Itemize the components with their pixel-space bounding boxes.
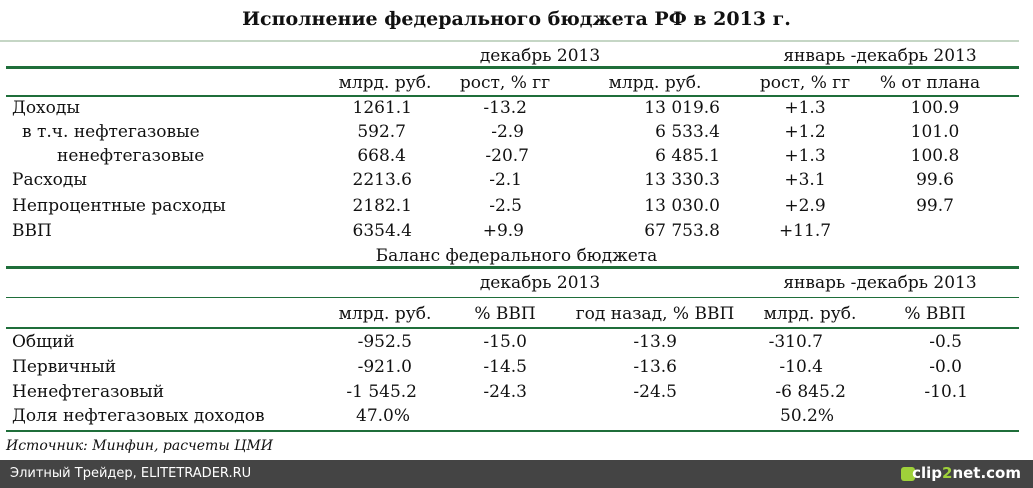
table-cell: 1261.1 [352, 98, 412, 118]
table-cell: +1.3 [784, 98, 826, 118]
source-note: Источник: Минфин, расчеты ЦМИ [6, 438, 273, 454]
table-cell: -310.7 [768, 332, 823, 352]
header-rule [6, 95, 1019, 97]
table-cell: 50.2% [780, 406, 835, 426]
section-title: Баланс федерального бюджета [375, 246, 658, 266]
table-cell: -24.3 [483, 382, 527, 402]
table-cell: -2.9 [491, 122, 524, 142]
table-cell: -0.0 [929, 357, 962, 377]
table-cell: -2.1 [489, 170, 522, 190]
row-label: Общий [12, 332, 75, 352]
col-header: млрд. руб. [608, 73, 702, 93]
table-cell: -921.0 [357, 357, 412, 377]
table-cell: -24.5 [633, 382, 677, 402]
row-label: в т.ч. нефтегазовые [22, 122, 200, 142]
table-cell: 100.9 [910, 98, 960, 118]
header-rule [6, 66, 1019, 69]
col-header: млрд. руб. [338, 304, 432, 324]
table-cell: +11.7 [778, 221, 832, 241]
bottom-rule [6, 430, 1019, 432]
row-label: ненефтегазовые [57, 146, 205, 166]
table-cell: -15.0 [483, 332, 527, 352]
col-header: млрд. руб. [338, 73, 432, 93]
table-cell: +3.1 [784, 170, 826, 190]
group-header-december: декабрь 2013 [479, 46, 601, 66]
table-cell: -13.2 [483, 98, 527, 118]
table-cell: -10.4 [779, 357, 823, 377]
row-label: Доля нефтегазовых доходов [12, 406, 265, 426]
clip2net-logo[interactable]: clip2net.com [912, 464, 1021, 482]
table-cell: +1.2 [784, 122, 826, 142]
group-header-december: декабрь 2013 [479, 273, 601, 293]
table-cell: 13 019.6 [644, 98, 720, 118]
table-cell: 592.7 [357, 122, 406, 142]
table-cell: -0.5 [929, 332, 962, 352]
group-header-jan-dec: январь -декабрь 2013 [783, 46, 977, 66]
table-cell: 2182.1 [352, 196, 412, 216]
table-cell: 47.0% [356, 406, 411, 426]
row-label: Ненефтегазовый [12, 382, 165, 402]
header-rule [6, 297, 1019, 298]
col-header: год назад, % ВВП [575, 304, 735, 324]
footer-bar: Элитный Трейдер, ELITETRADER.RU clip2net… [0, 460, 1033, 488]
table-cell: 99.6 [916, 170, 954, 190]
table-cell: 6 485.1 [655, 146, 720, 166]
section-rule [6, 266, 1019, 269]
table-cell: -13.9 [633, 332, 677, 352]
table-cell: 99.7 [916, 196, 954, 216]
col-header: млрд. руб. [763, 304, 857, 324]
table-cell: -13.6 [633, 357, 677, 377]
col-header: рост, % гг [459, 73, 551, 93]
table-cell: 6354.4 [352, 221, 412, 241]
table-cell: 13 030.0 [644, 196, 720, 216]
footer-label: Элитный Трейдер, ELITETRADER.RU [10, 466, 252, 481]
col-header: % ВВП [474, 304, 536, 324]
table-cell: 6 533.4 [655, 122, 720, 142]
table-cell: 67 753.8 [644, 221, 720, 241]
col-header: % ВВП [904, 304, 966, 324]
table-cell: 668.4 [357, 146, 406, 166]
row-label: Первичный [12, 357, 117, 377]
table-cell: -2.5 [489, 196, 522, 216]
col-header: % от плана [879, 73, 981, 93]
header-rule [6, 327, 1019, 329]
row-label: ВВП [12, 221, 52, 241]
table-cell: +9.9 [482, 221, 524, 241]
clip-icon [901, 467, 915, 481]
row-label: Доходы [12, 98, 80, 118]
table-cell: 2213.6 [352, 170, 412, 190]
title-row [0, 0, 1019, 42]
table-cell: +2.9 [784, 196, 826, 216]
table-cell: -1 545.2 [346, 382, 417, 402]
table-cell: -952.5 [357, 332, 412, 352]
table-cell: 100.8 [910, 146, 960, 166]
row-label: Непроцентные расходы [12, 196, 226, 216]
col-header: рост, % гг [759, 73, 851, 93]
row-label: Расходы [12, 170, 87, 190]
table-cell: 101.0 [910, 122, 960, 142]
table-cell: +1.3 [784, 146, 826, 166]
page-title: Исполнение федерального бюджета РФ в 201… [242, 8, 791, 30]
table-cell: -10.1 [924, 382, 968, 402]
table-cell: -20.7 [485, 146, 529, 166]
table-cell: -14.5 [483, 357, 527, 377]
table-cell: -6 845.2 [775, 382, 846, 402]
group-header-jan-dec: январь -декабрь 2013 [783, 273, 977, 293]
table-cell: 13 330.3 [644, 170, 720, 190]
